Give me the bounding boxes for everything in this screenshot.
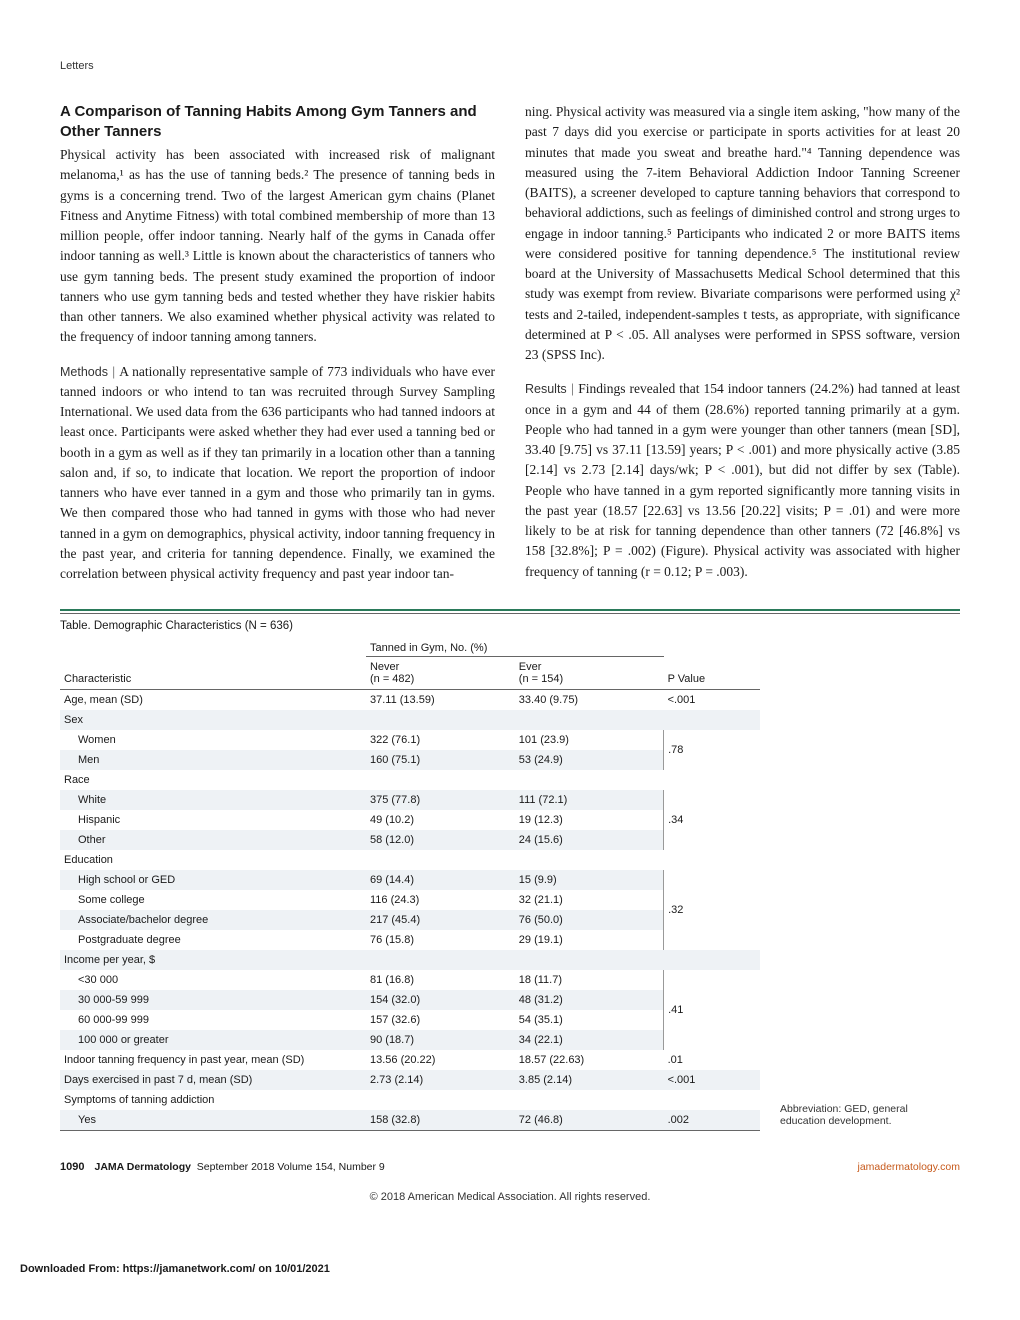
letters-label: Letters: [60, 60, 960, 72]
methods-label: Methods: [60, 365, 119, 379]
issue-info: September 2018 Volume 154, Number 9: [197, 1161, 385, 1173]
methods-continued: ning. Physical activity was measured via…: [525, 102, 960, 365]
journal-name: JAMA Dermatology: [94, 1161, 190, 1173]
th-group: Tanned in Gym, No. (%): [366, 638, 664, 657]
download-info: Downloaded From: https://jamanetwork.com…: [0, 1233, 1020, 1275]
page-footer: 1090 JAMA Dermatology September 2018 Vol…: [60, 1161, 960, 1173]
page-number: 1090: [60, 1161, 84, 1173]
table-wrapper: Table. Demographic Characteristics (N = …: [60, 609, 960, 1131]
methods-text: A nationally representative sample of 77…: [60, 364, 495, 582]
results-label: Results: [525, 382, 578, 396]
copyright: © 2018 American Medical Association. All…: [60, 1191, 960, 1203]
left-column: A Comparison of Tanning Habits Among Gym…: [60, 102, 495, 584]
right-column: ning. Physical activity was measured via…: [525, 102, 960, 584]
results-paragraph: ResultsFindings revealed that 154 indoor…: [525, 379, 960, 582]
article-title: A Comparison of Tanning Habits Among Gym…: [60, 102, 495, 141]
table-title: Table. Demographic Characteristics (N = …: [60, 614, 960, 638]
methods-paragraph: MethodsA nationally representative sampl…: [60, 362, 495, 585]
demographics-table: Characteristic Tanned in Gym, No. (%) P …: [60, 638, 760, 1131]
journal-link[interactable]: jamadermatology.com: [857, 1161, 960, 1173]
th-ever: Ever (n = 154): [515, 657, 664, 690]
th-never: Never (n = 482): [366, 657, 515, 690]
intro-paragraph: Physical activity has been associated wi…: [60, 145, 495, 348]
th-pvalue: P Value: [664, 638, 760, 690]
th-characteristic: Characteristic: [60, 638, 366, 690]
results-text: Findings revealed that 154 indoor tanner…: [525, 381, 960, 578]
table-abbreviation: Abbreviation: GED, general education dev…: [780, 1103, 940, 1131]
